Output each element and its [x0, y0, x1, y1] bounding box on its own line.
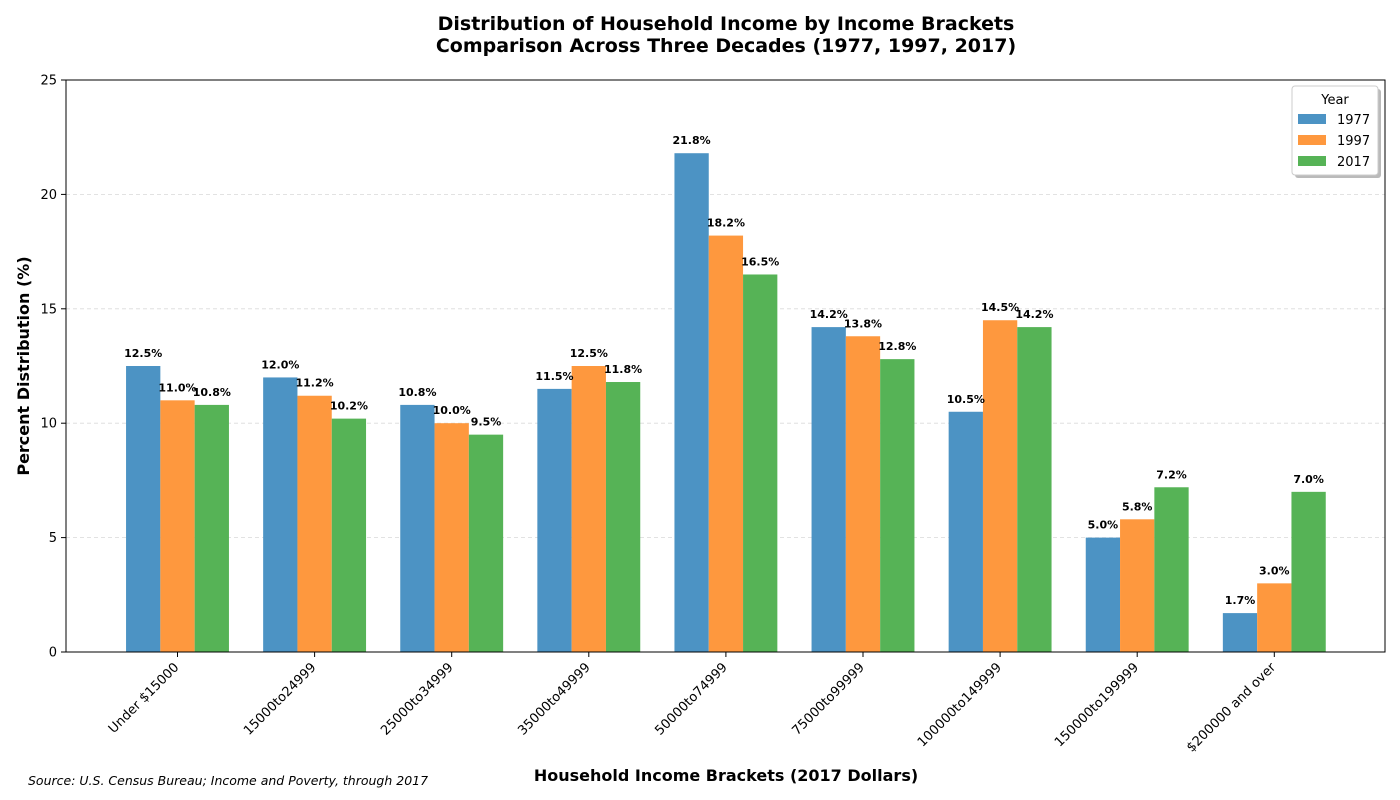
bar-value-label: 11.5%	[535, 370, 573, 383]
bar-1997	[845, 336, 881, 652]
bar-value-label: 14.2%	[810, 308, 848, 321]
bar-1997	[982, 320, 1018, 652]
bar-value-label: 7.0%	[1293, 473, 1324, 486]
bar-2017	[743, 274, 778, 652]
legend-label-1977: 1977	[1337, 113, 1370, 128]
x-axis: Under $15000 15000to24999 25000to34999 3500…	[106, 652, 1280, 755]
bar-value-label: 12.5%	[570, 347, 608, 360]
bar-value-label: 12.5%	[124, 347, 162, 360]
x-tick-label: Under $15000	[106, 660, 182, 736]
y-tick-label: 25	[40, 74, 57, 89]
bar-1997	[708, 235, 744, 653]
bar-1997	[434, 423, 469, 652]
bar-2017	[605, 382, 641, 652]
bar-value-label: 21.8%	[673, 134, 711, 147]
bar-1977	[1085, 537, 1121, 652]
bar-2017	[1154, 487, 1189, 652]
bar-1977	[537, 388, 572, 652]
bar-labels: 12.5% 12.0% 10.8% 11.5% 21.8% 14.2% 10.5% 5.0% 1…	[124, 134, 1324, 607]
bar-value-label: 11.2%	[296, 377, 334, 390]
bar-value-label: 10.2%	[330, 400, 368, 413]
x-tick-label: 15000to24999	[241, 660, 319, 738]
x-axis-label: Household Income Brackets (2017 Dollars)	[534, 766, 918, 785]
y-tick-label: 15	[40, 302, 57, 317]
legend: Year 1977 1997 2017	[1291, 85, 1381, 178]
bar-value-label: 14.2%	[1015, 308, 1053, 321]
bar-1977	[400, 404, 435, 652]
bar-1977	[948, 411, 983, 652]
bar-1997	[571, 366, 606, 652]
legend-swatch-2017	[1298, 156, 1326, 166]
bar-value-label: 1.7%	[1225, 594, 1256, 607]
y-axis-label: Percent Distribution (%)	[14, 256, 33, 475]
bar-value-label: 11.8%	[604, 363, 642, 376]
bar-value-label: 3.0%	[1259, 564, 1290, 577]
bar-1977	[674, 153, 709, 652]
x-tick-label: 50000to74999	[652, 660, 730, 738]
legend-items: 1977 1997 2017	[1298, 113, 1370, 170]
legend-label-1997: 1997	[1337, 134, 1370, 149]
bars	[126, 153, 1326, 653]
bar-value-label: 10.8%	[398, 386, 436, 399]
bar-value-label: 13.8%	[844, 317, 882, 330]
bar-value-label: 5.8%	[1122, 500, 1153, 513]
x-tick-label: 150000to199999	[1052, 660, 1142, 750]
y-axis: 0 5 10 15 20 25	[40, 74, 66, 661]
legend-swatch-1997	[1298, 135, 1326, 145]
bar-2017	[880, 359, 915, 652]
bar-2017	[331, 418, 367, 652]
bar-value-label: 5.0%	[1088, 519, 1119, 532]
y-tick-label: 10	[40, 417, 57, 432]
bar-1997	[1257, 583, 1292, 652]
x-tick-label: 75000to99999	[790, 660, 868, 738]
bar-1977	[263, 377, 298, 652]
bar-value-label: 11.0%	[158, 381, 196, 394]
y-tick-label: 0	[49, 646, 57, 661]
bar-value-label: 7.2%	[1156, 468, 1187, 481]
bar-2017	[1291, 491, 1326, 652]
bar-value-label: 10.5%	[947, 393, 985, 406]
x-tick-label: 35000to49999	[515, 660, 593, 738]
y-tick-label: 5	[49, 531, 57, 546]
bar-value-label: 14.5%	[981, 301, 1019, 314]
bar-1977	[811, 327, 846, 652]
bar-value-label: 9.5%	[471, 416, 502, 429]
bar-value-label: 12.0%	[261, 358, 299, 371]
chart-title: Distribution of Household Income by Inco…	[438, 13, 1015, 35]
source-note: Source: U.S. Census Bureau; Income and P…	[28, 773, 428, 788]
legend-box	[1291, 85, 1379, 176]
bar-value-label: 10.0%	[433, 404, 471, 417]
x-tick-label: $200000 and over	[1184, 660, 1280, 756]
bar-2017	[1017, 327, 1052, 652]
bar-value-label: 16.5%	[741, 255, 779, 268]
legend-label-2017: 2017	[1337, 155, 1370, 170]
x-tick-label: 25000to34999	[378, 660, 456, 738]
y-tick-label: 20	[40, 188, 57, 203]
bar-1997	[1120, 519, 1155, 652]
bar-1977	[1222, 613, 1258, 652]
x-tick-label: 100000to149999	[915, 660, 1005, 750]
bar-value-label: 18.2%	[707, 217, 745, 230]
legend-title: Year	[1320, 93, 1349, 108]
bar-1997	[297, 395, 332, 652]
bar-value-label: 10.8%	[193, 386, 231, 399]
bar-1997	[160, 400, 195, 652]
bar-value-label: 12.8%	[878, 340, 916, 353]
chart-subtitle: Comparison Across Three Decades (1977, 1…	[436, 35, 1016, 57]
bar-2017	[194, 404, 229, 652]
bar-1977	[126, 366, 161, 652]
bar-2017	[468, 434, 504, 652]
legend-swatch-1977	[1298, 114, 1326, 124]
